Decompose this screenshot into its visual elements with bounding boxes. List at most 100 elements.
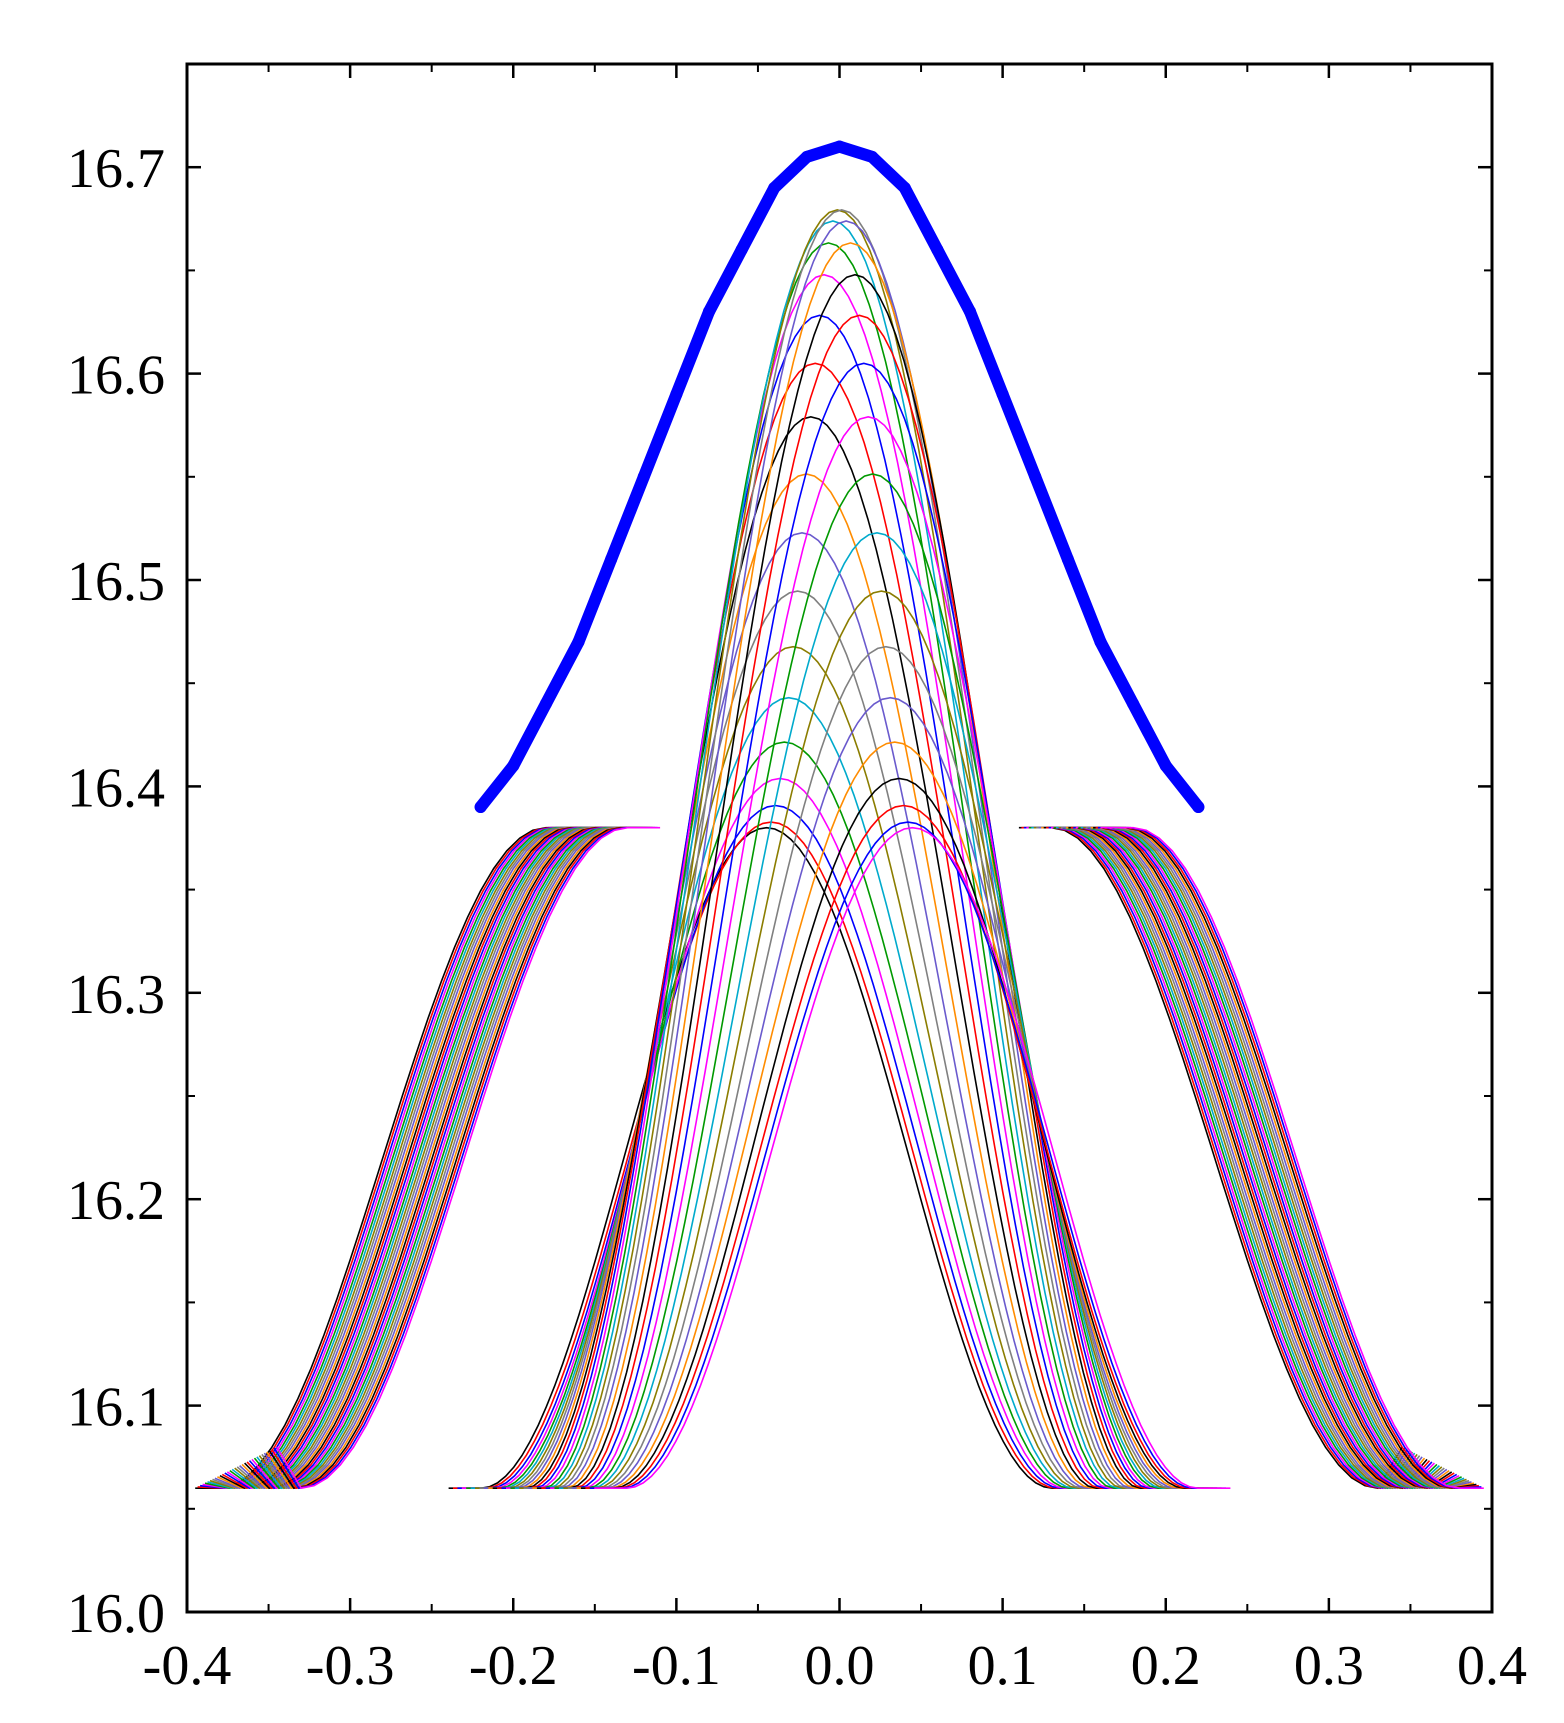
x-tick-label: 0.3: [1294, 1635, 1364, 1697]
central-band-curve: [470, 696, 1107, 1489]
envelope-point: [605, 553, 618, 566]
right-band-curve: [1093, 826, 1477, 1490]
right-band-curve: [1098, 826, 1482, 1490]
right-band-curve: [1100, 826, 1484, 1489]
left-band-curve: [256, 826, 641, 1490]
left-band-curve: [214, 826, 599, 1490]
left-band-curve: [266, 826, 651, 1490]
right-band-curve: [1048, 826, 1433, 1490]
central-band-curve: [589, 821, 1226, 1489]
left-band-curve: [197, 826, 581, 1490]
central-band-curve: [492, 415, 1129, 1489]
central-band-curve: [461, 777, 1098, 1489]
right-band-curve: [1018, 826, 1403, 1490]
left-band-curve: [226, 826, 611, 1490]
axis-ticks: [185, 63, 1494, 1614]
envelope-series-line: [474, 140, 1205, 813]
central-band-curve: [550, 415, 1187, 1489]
envelope-point: [1061, 553, 1074, 566]
left-band-curve: [209, 826, 594, 1490]
envelope-point: [703, 305, 715, 318]
left-band-curve: [258, 826, 643, 1490]
right-band-curve: [1051, 826, 1435, 1490]
x-tick-label: -0.4: [143, 1635, 232, 1697]
envelope-point: [833, 140, 846, 153]
y-tick-label: 16.0: [67, 1583, 165, 1645]
left-band-curve: [221, 826, 606, 1490]
x-tick-label: 0.4: [1457, 1635, 1527, 1697]
central-band-curve: [506, 273, 1143, 1489]
right-band-curve: [1041, 826, 1426, 1490]
y-tick-label: 16.4: [67, 757, 165, 819]
right-band-curve: [1023, 826, 1408, 1490]
central-band-curve: [554, 473, 1191, 1489]
tick-labels: -0.4 -0.3 -0.2 -0.1 0.0 0.1 0.2 0.3 0.4 16.0 16.1 1…: [67, 138, 1527, 1697]
envelope-point: [572, 635, 585, 648]
central-band-curve: [536, 273, 1173, 1489]
envelope-point: [1192, 801, 1205, 814]
y-tick-label: 16.1: [67, 1377, 165, 1439]
right-band-curve: [1021, 826, 1406, 1490]
central-band-curve: [479, 590, 1116, 1489]
band-curves: [195, 209, 1484, 1490]
right-band-curve: [1068, 826, 1453, 1490]
central-band-curve: [528, 220, 1165, 1489]
central-band-curve: [558, 531, 1196, 1489]
left-band-curve: [195, 826, 579, 1489]
right-band-curve: [1058, 826, 1443, 1490]
left-band-curve: [251, 826, 636, 1490]
envelope-point: [1127, 697, 1140, 710]
left-band-curve: [273, 826, 658, 1490]
right-band-curve: [1085, 826, 1470, 1490]
envelope-point: [931, 243, 944, 256]
x-tick-label: -0.2: [469, 1635, 558, 1697]
central-band-curve: [567, 645, 1204, 1489]
right-band-curve: [1075, 826, 1460, 1490]
left-band-curve: [253, 826, 638, 1490]
right-band-curve: [1031, 826, 1416, 1490]
right-band-curve: [1043, 826, 1428, 1490]
y-tick-label: 16.5: [67, 551, 165, 613]
left-band-curve: [219, 826, 604, 1490]
central-band-curve: [572, 696, 1209, 1489]
left-band-curve: [231, 826, 616, 1490]
central-band-curve: [466, 741, 1103, 1489]
central-band-curve: [514, 220, 1151, 1489]
right-band-curve: [1078, 826, 1462, 1490]
right-band-curve: [1046, 826, 1431, 1490]
right-band-curve: [1053, 826, 1438, 1490]
left-band-curve: [217, 826, 601, 1490]
left-band-curve: [236, 826, 621, 1490]
envelope-point: [1094, 635, 1107, 648]
right-band-curve: [1061, 826, 1445, 1490]
envelope-point: [964, 305, 976, 318]
central-band-curve: [497, 362, 1134, 1489]
central-band-curve: [457, 804, 1094, 1489]
y-tick-label: 16.3: [67, 964, 165, 1026]
right-band-curve: [1090, 826, 1475, 1490]
right-band-curve: [1080, 826, 1465, 1490]
y-tick-label: 16.6: [67, 345, 165, 407]
x-tick-label: 0.0: [805, 1635, 875, 1697]
y-tick-label: 16.7: [67, 138, 165, 200]
envelope-point: [1159, 759, 1172, 772]
central-band-curve: [523, 209, 1160, 1489]
envelope-point: [474, 801, 487, 814]
envelope-point: [996, 388, 1009, 401]
envelope-point: [670, 388, 683, 401]
envelope-point: [800, 150, 813, 163]
envelope-point: [898, 181, 911, 194]
central-band-curve: [532, 242, 1169, 1489]
left-band-curve: [268, 826, 653, 1490]
central-band-curve: [563, 590, 1200, 1489]
right-band-curve: [1063, 826, 1448, 1490]
x-tick-label: 0.1: [968, 1635, 1038, 1697]
right-band-curve: [1073, 826, 1458, 1490]
left-band-curve: [248, 826, 633, 1490]
left-band-curve: [234, 826, 618, 1490]
left-band-curve: [261, 826, 646, 1490]
y-tick-label: 16.2: [67, 1170, 165, 1232]
central-band-curve: [594, 826, 1231, 1489]
left-band-curve: [229, 826, 614, 1490]
